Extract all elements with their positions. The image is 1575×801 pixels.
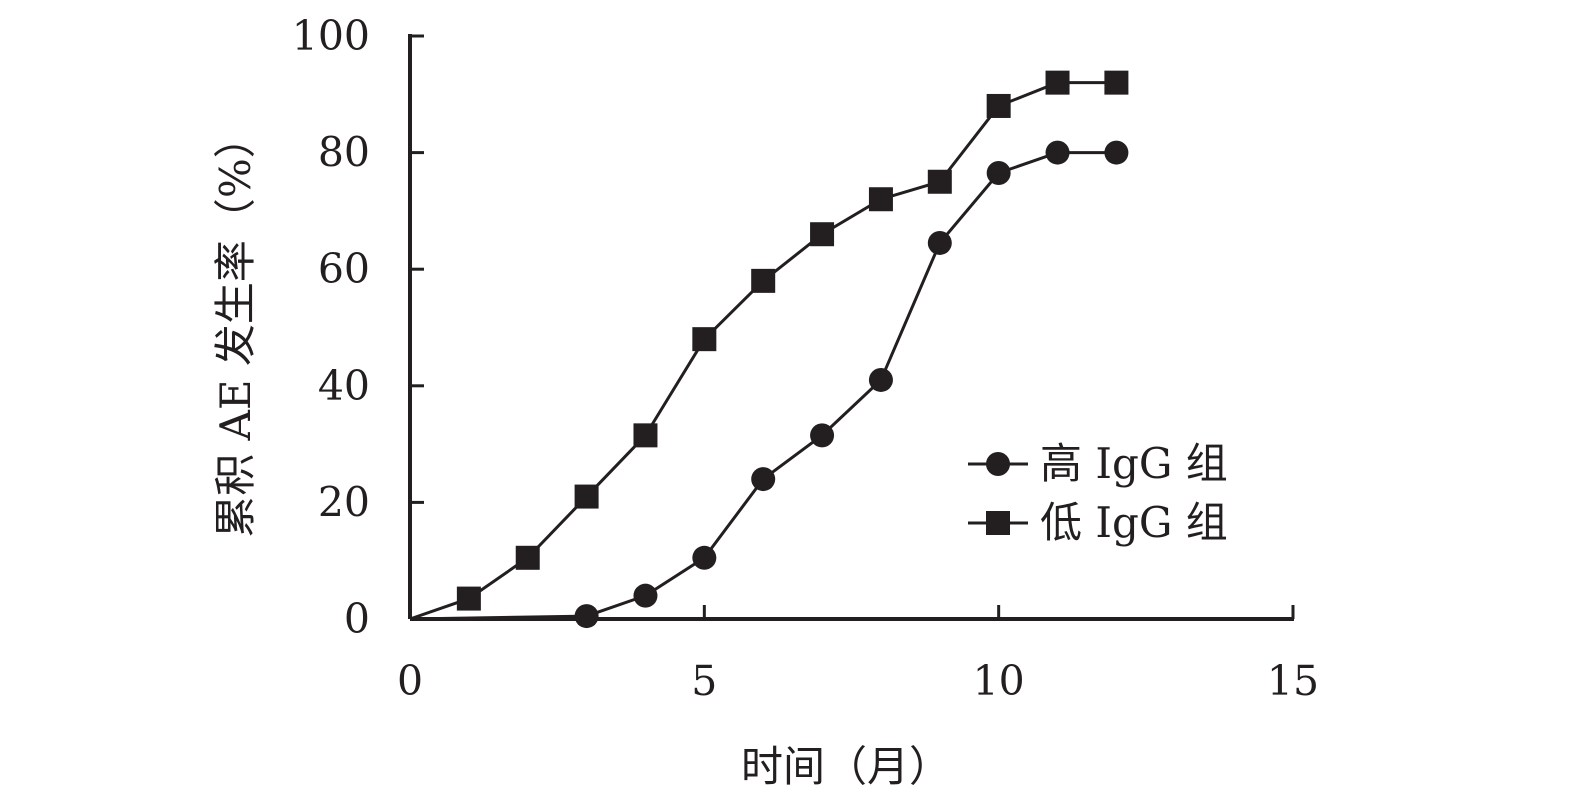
data-point-series-0-5 [810,423,835,448]
x-tick-label-0: 0 [397,657,423,705]
legend-label-low-igg: 低 IgG 组 [1040,498,1228,547]
legend-item-low-igg: 低 IgG 组 [968,498,1228,547]
data-point-series-0-1 [574,604,599,629]
data-point-series-0-9 [1045,140,1070,165]
data-point-series-1-5 [692,327,717,352]
data-point-series-1-4 [633,423,658,448]
series-line-1 [409,81,1117,621]
x-axis-title: 时间（月） [741,742,951,791]
y-axis-title: 累积 AE 发生率（%） [211,116,260,538]
data-point-series-0-2 [633,583,658,608]
legend-square-marker-icon [986,511,1010,535]
data-point-series-1-3 [574,484,599,509]
plot-area: 0 5 10 15 0 20 40 60 80 100 [292,12,1319,705]
series-markers [456,70,1129,629]
legend-circle-marker-icon [986,452,1010,476]
data-point-series-1-12 [1104,70,1129,95]
data-point-series-1-2 [515,545,540,570]
data-point-series-1-11 [1045,70,1070,95]
y-tick-label-5: 100 [292,12,370,60]
data-point-series-0-3 [692,545,717,570]
y-tick-label-0: 0 [344,595,370,643]
data-point-series-1-6 [751,268,776,293]
data-point-series-0-4 [751,467,776,492]
x-tick-label-1: 5 [691,657,717,705]
data-point-series-0-8 [986,161,1011,186]
series-lines [409,81,1117,621]
legend-label-high-igg: 高 IgG 组 [1040,439,1228,488]
chart-legend: 高 IgG 组 低 IgG 组 [968,439,1228,547]
data-point-series-1-8 [868,187,893,212]
data-point-series-1-7 [810,222,835,247]
data-point-series-1-1 [456,586,481,611]
data-point-series-1-9 [927,169,952,194]
axis-ticks: 0 5 10 15 0 20 40 60 80 100 [292,12,1319,705]
y-tick-label-2: 40 [318,362,370,410]
data-point-series-1-10 [986,93,1011,118]
y-tick-label-1: 20 [318,478,370,526]
data-point-series-0-10 [1104,140,1129,165]
legend-item-high-igg: 高 IgG 组 [968,439,1228,488]
data-point-series-0-6 [868,367,893,392]
data-point-series-0-7 [927,230,952,255]
y-tick-label-4: 80 [318,129,370,177]
y-tick-label-3: 60 [318,245,370,293]
x-tick-label-3: 15 [1267,657,1319,705]
x-tick-label-2: 10 [973,657,1025,705]
